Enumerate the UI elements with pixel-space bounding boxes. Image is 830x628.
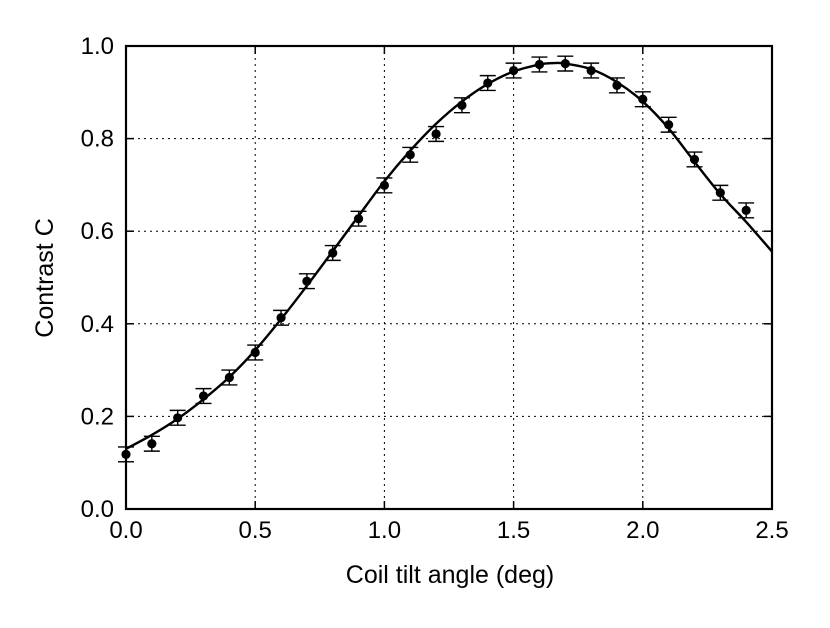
data-point-group [350, 210, 367, 227]
x-tick-labels: 0.0 0.5 1.0 1.5 2.0 2.5 [109, 517, 788, 544]
y-tick-label: 1.0 [81, 33, 114, 60]
data-point [147, 439, 157, 449]
data-point [405, 150, 415, 160]
data-point-group [221, 369, 238, 386]
y-tick-labels: 0.0 0.2 0.4 0.6 0.8 1.0 [81, 33, 114, 523]
data-point-group [273, 309, 290, 326]
data-point-group [583, 62, 600, 79]
data-point [250, 347, 260, 358]
data-point-group [660, 116, 677, 133]
data-point-group [738, 202, 755, 219]
data-point [612, 80, 622, 90]
data-point [276, 313, 286, 323]
data-point [638, 94, 648, 104]
x-tick-label: 1.5 [497, 517, 530, 544]
data-point [586, 65, 596, 76]
x-tick-label: 0.0 [109, 517, 142, 544]
y-axis-title: Contrast C [31, 218, 59, 337]
gridlines [126, 46, 772, 509]
data-point-group [634, 91, 651, 108]
data-point-group [169, 409, 186, 426]
data-point [379, 180, 389, 190]
data-point-group [531, 56, 548, 73]
data-point-group [324, 244, 341, 262]
data-point-group [402, 146, 419, 163]
x-tick-label: 2.5 [755, 517, 788, 544]
y-tick-label: 0.8 [81, 126, 114, 153]
data-points-layer [118, 55, 755, 463]
data-point-group [557, 55, 574, 72]
data-point [741, 205, 751, 215]
data-point [664, 120, 674, 130]
y-tick-label: 0.2 [81, 403, 114, 430]
data-point-group [608, 77, 625, 94]
data-point [508, 65, 519, 76]
data-point-group [428, 125, 445, 143]
data-point-group [479, 74, 496, 92]
data-point [224, 372, 234, 383]
data-point [560, 58, 570, 69]
data-point [457, 100, 467, 110]
data-point [353, 214, 364, 224]
x-tick-label: 1.0 [368, 517, 401, 544]
y-tick-label: 0.0 [81, 496, 114, 523]
data-point [483, 78, 493, 88]
x-tick-label: 2.0 [626, 517, 659, 544]
data-point-group [505, 62, 522, 79]
data-point-group [453, 97, 470, 114]
y-tick-label: 0.4 [81, 311, 114, 338]
plot-area-frame [124, 44, 774, 511]
data-point [198, 391, 209, 401]
data-point-group [686, 151, 703, 168]
data-point [431, 129, 441, 139]
data-point-group [143, 435, 160, 452]
data-point [689, 154, 700, 165]
data-point [173, 413, 183, 423]
data-point-group [247, 344, 264, 361]
data-point-group [298, 273, 315, 290]
y-tick-label: 0.6 [81, 218, 114, 245]
data-point [302, 276, 312, 286]
axis-ticks [125, 45, 773, 510]
data-point-group [195, 387, 212, 405]
data-point [715, 188, 725, 198]
data-point-group [376, 177, 393, 194]
data-point [328, 248, 338, 258]
data-point-group [712, 184, 729, 201]
x-axis-title: Coil tilt angle (deg) [346, 561, 554, 589]
x-tick-label: 0.5 [239, 517, 272, 544]
data-point [534, 59, 545, 70]
